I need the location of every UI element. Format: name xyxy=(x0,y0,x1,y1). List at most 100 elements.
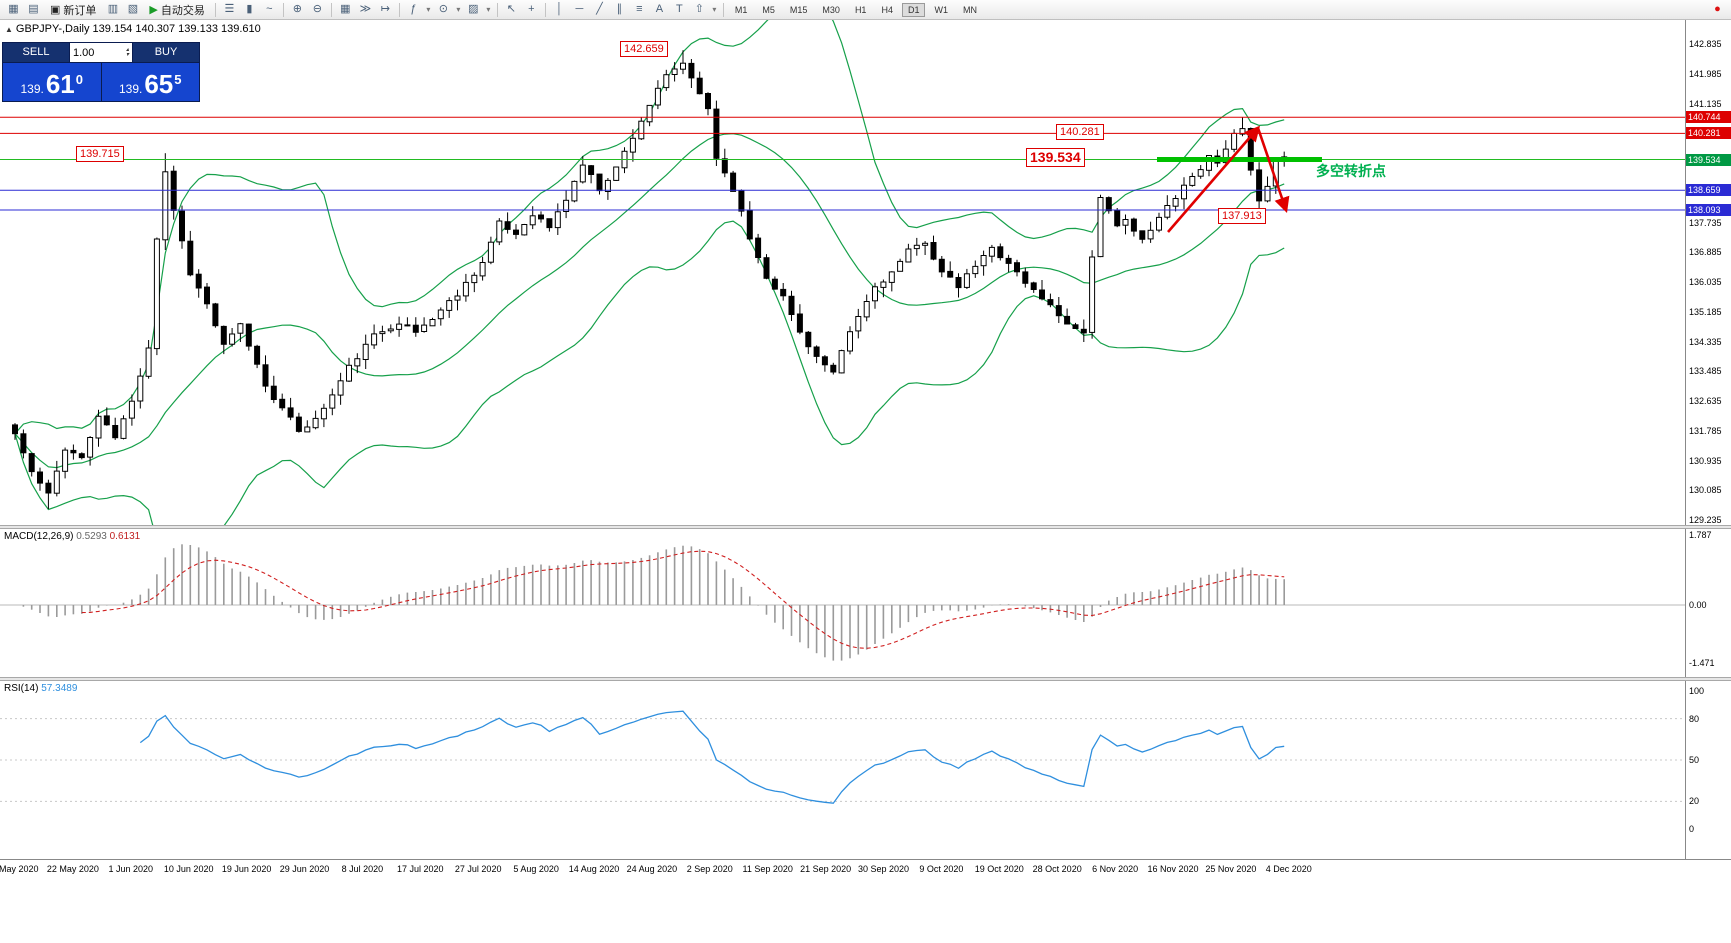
date-axis-label: 29 Jun 2020 xyxy=(279,864,330,874)
date-axis-label: 16 Nov 2020 xyxy=(1147,864,1199,874)
one-click-toggle-icon[interactable]: ▲ xyxy=(5,25,13,34)
crosshair-icon[interactable]: + xyxy=(528,2,535,15)
rsi-value: 57.3489 xyxy=(41,683,78,694)
zoom-in-icon[interactable]: ⊕ xyxy=(292,2,302,15)
buy-price-button[interactable]: 139. 65 5 xyxy=(101,63,199,101)
macd-panel[interactable]: MACD(12,26,9) 0.5293 0.6131 xyxy=(0,529,1685,677)
candlestick-chart-icon[interactable]: ▮ xyxy=(246,2,253,15)
sell-price-sup: 0 xyxy=(75,72,83,87)
date-axis-label: 8 May 2020 xyxy=(0,864,39,874)
date-axis-label: 27 Jul 2020 xyxy=(454,864,502,874)
price-axis-label: 136.885 xyxy=(1689,247,1722,258)
indicators-dropdown-icon[interactable]: ▾ xyxy=(426,4,431,14)
date-axis-label: 2 Sep 2020 xyxy=(686,864,733,874)
templates-icon[interactable]: ▨ xyxy=(468,2,479,15)
price-axis-label: 131.785 xyxy=(1689,425,1722,436)
buy-price-sup: 5 xyxy=(174,72,182,87)
cursor-icon[interactable]: ↖ xyxy=(506,2,516,15)
vertical-line-icon[interactable]: │ xyxy=(555,2,563,15)
timeframe-m5-button[interactable]: M5 xyxy=(762,4,775,15)
sell-price-button[interactable]: 139. 61 0 xyxy=(3,63,101,101)
date-axis[interactable]: 8 May 2020 22 May 2020 1 Jun 2020 10 Jun 20… xyxy=(0,859,1731,878)
date-axis-label: 22 May 2020 xyxy=(46,864,99,874)
timeframe-h4-button[interactable]: H4 xyxy=(881,4,893,15)
sell-price-prefix: 139. xyxy=(20,82,44,96)
lot-size-value: 1.00 xyxy=(73,46,95,59)
price-annotation[interactable]: 140.281 xyxy=(1056,124,1104,140)
templates-dropdown-icon[interactable]: ▾ xyxy=(486,4,491,14)
price-line-tag: 140.281 xyxy=(1686,127,1731,140)
price-annotation[interactable]: 139.715 xyxy=(76,146,124,162)
text-label-icon[interactable]: T xyxy=(676,2,683,15)
price-annotation[interactable]: 142.659 xyxy=(620,41,668,57)
timeframe-d1-button[interactable]: D1 xyxy=(901,2,926,17)
panel-divider[interactable] xyxy=(0,677,1731,681)
autotrading-button[interactable]: ▶ 自动交易 xyxy=(143,2,210,18)
toolbar: ▦ ▤ ▣ 新订单 ▥ ▧ ▶ 自动交易 ☰ ▮ ~ ⊕ ⊖ ▦ ≫ ↦ ƒ ▾ ⊙ ▾ ▨ ▾ ↖ + │ ─ ╱ ∥ ≡ A T ⇧ ▾ M1… xyxy=(0,0,1731,20)
status-dot-icon[interactable]: ● xyxy=(1714,2,1721,15)
lot-decrease-icon[interactable]: ▾ xyxy=(125,51,129,58)
new-order-button[interactable]: ▣ 新订单 xyxy=(44,2,102,18)
date-axis-label: 6 Nov 2020 xyxy=(1092,864,1139,874)
rsi-axis-label: 20 xyxy=(1689,796,1700,807)
market-watch-icon[interactable]: ▥ xyxy=(107,2,119,15)
rsi-panel[interactable]: RSI(14) 57.3489 xyxy=(0,681,1685,841)
date-axis-label: 19 Jun 2020 xyxy=(221,864,272,874)
bar-chart-icon[interactable]: ☰ xyxy=(224,2,235,15)
macd-axis-label: 0.00 xyxy=(1689,600,1707,610)
main-chart-svg[interactable] xyxy=(0,20,1685,525)
timeframe-mn-button[interactable]: MN xyxy=(962,4,977,15)
line-chart-icon[interactable]: ~ xyxy=(266,2,273,15)
indicators-icon[interactable]: ƒ xyxy=(410,2,417,15)
date-axis-label: 25 Nov 2020 xyxy=(1205,864,1257,874)
panel-divider[interactable] xyxy=(0,525,1731,529)
lot-increase-icon[interactable]: ▴ xyxy=(125,46,129,53)
rsi-svg[interactable] xyxy=(0,681,1685,841)
arrows-icon[interactable]: ⇧ xyxy=(694,2,704,15)
price-axis-label: 141.135 xyxy=(1689,98,1722,109)
main-chart-panel[interactable]: ▲ GBPJPY-,Daily 139.154 140.307 139.133 1… xyxy=(0,20,1685,525)
price-line-tag: 138.093 xyxy=(1686,203,1731,216)
fibonacci-icon[interactable]: ≡ xyxy=(636,2,643,15)
auto-scroll-icon[interactable]: ≫ xyxy=(359,2,372,15)
new-chart-icon[interactable]: ▦ xyxy=(8,2,19,15)
timeframe-w1-button[interactable]: W1 xyxy=(934,4,948,15)
timeframe-m1-button[interactable]: M1 xyxy=(734,4,748,15)
price-annotation[interactable]: 139.534 xyxy=(1026,148,1085,167)
date-axis-label: 24 Aug 2020 xyxy=(626,864,678,874)
date-axis-label: 21 Sep 2020 xyxy=(800,864,852,874)
periods-icon[interactable]: ⊙ xyxy=(438,2,448,15)
objects-dropdown-icon[interactable]: ▾ xyxy=(712,4,717,14)
chart-shift-icon[interactable]: ↦ xyxy=(380,2,390,15)
symbol-ohlc-text: GBPJPY-,Daily 139.154 140.307 139.133 13… xyxy=(15,23,261,35)
profiles-icon[interactable]: ▤ xyxy=(28,2,39,15)
date-axis-label: 4 Dec 2020 xyxy=(1265,864,1312,874)
timeframe-m30-button[interactable]: M30 xyxy=(822,4,840,15)
timeframe-h1-button[interactable]: H1 xyxy=(854,4,867,15)
macd-svg[interactable] xyxy=(0,529,1685,677)
macd-signal-value: 0.6131 xyxy=(109,531,141,542)
zoom-out-icon[interactable]: ⊖ xyxy=(312,2,322,15)
trendline-icon[interactable]: ╱ xyxy=(596,2,603,15)
equidistant-channel-icon[interactable]: ∥ xyxy=(616,2,623,15)
price-axis-label: 141.985 xyxy=(1689,68,1722,79)
data-window-icon[interactable]: ▧ xyxy=(127,2,139,15)
text-icon[interactable]: A xyxy=(655,2,664,15)
date-axis-label: 28 Oct 2020 xyxy=(1032,864,1082,874)
chinese-note-annotation[interactable]: 多空转折点 xyxy=(1316,163,1386,179)
price-annotation[interactable]: 137.913 xyxy=(1218,208,1266,224)
toolbar-separator xyxy=(722,2,724,17)
one-click-trading-panel: SELL 1.00 ▴ ▾ BUY 139. 61 0 1 xyxy=(2,42,200,102)
price-axis-label: 135.185 xyxy=(1689,306,1722,317)
periods-dropdown-icon[interactable]: ▾ xyxy=(456,4,461,14)
tile-windows-icon[interactable]: ▦ xyxy=(340,2,351,15)
price-axis[interactable]: 142.835 141.985 141.135 137.735 136.885 136.0… xyxy=(1685,20,1731,859)
price-axis-label: 132.635 xyxy=(1689,396,1722,406)
sell-button[interactable]: SELL xyxy=(3,43,69,62)
lot-size-input[interactable]: 1.00 ▴ ▾ xyxy=(70,43,132,62)
timeframe-m15-button[interactable]: M15 xyxy=(789,4,808,15)
horizontal-line-icon[interactable]: ─ xyxy=(575,2,584,15)
buy-button[interactable]: BUY xyxy=(133,43,199,62)
price-axis-label: 130.935 xyxy=(1689,455,1722,466)
